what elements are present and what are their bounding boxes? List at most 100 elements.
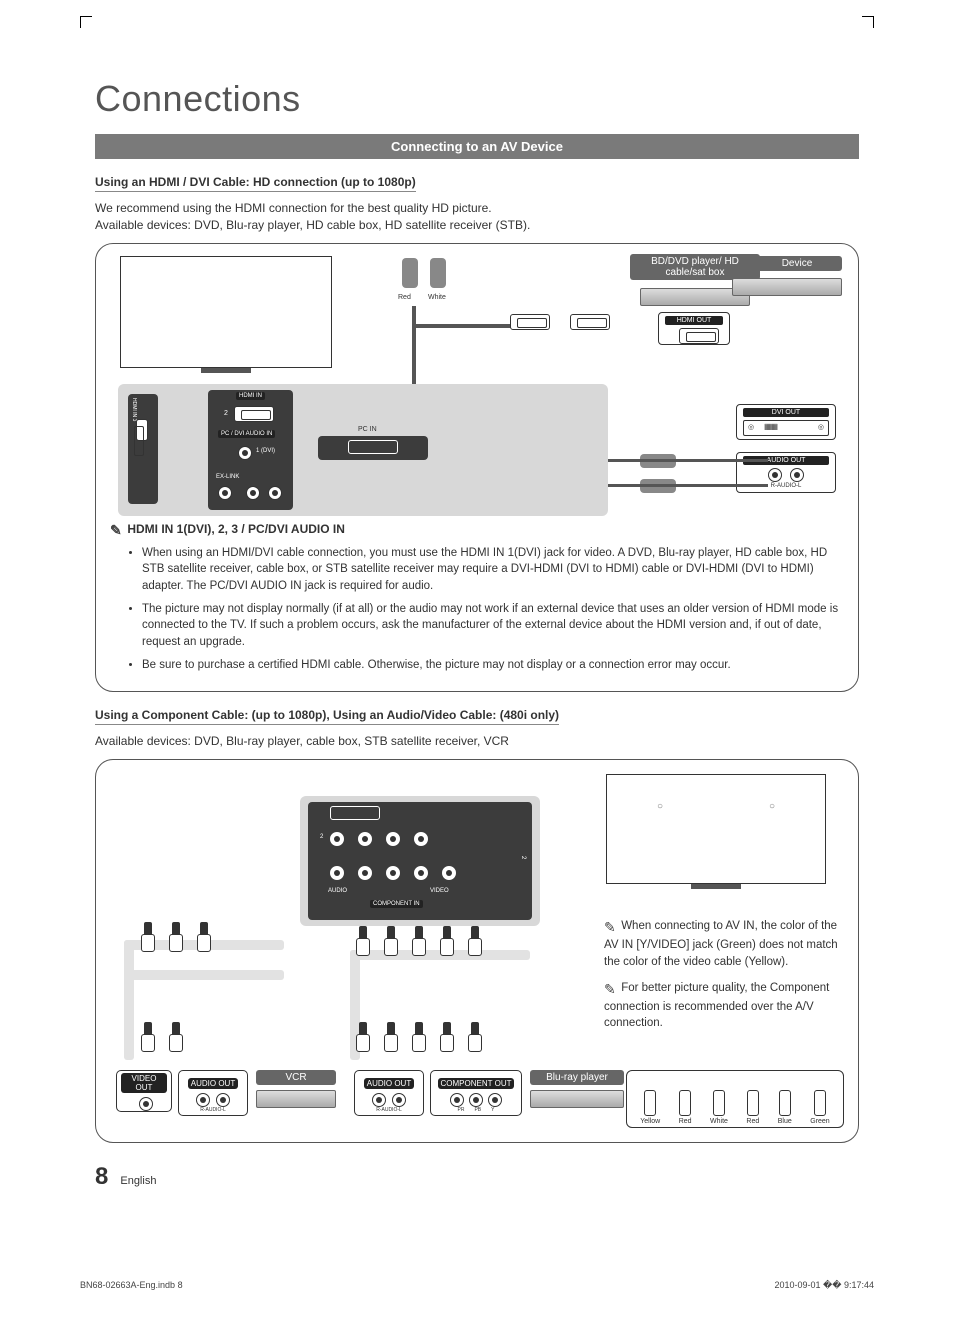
jack-icon bbox=[392, 1093, 406, 1107]
tv-back-panel: HDMI IN 3 HDMI IN 2 PC / DVI AUDIO IN 1 … bbox=[118, 384, 608, 516]
device-label-device: Device bbox=[752, 256, 842, 271]
bluray-chassis-icon bbox=[530, 1090, 624, 1108]
video-out-box: VIDEO OUT bbox=[116, 1070, 172, 1112]
jack-icon bbox=[216, 1093, 230, 1107]
tv-icon bbox=[120, 256, 332, 368]
label-white: White bbox=[428, 294, 446, 301]
rca-plug-icon bbox=[402, 258, 418, 288]
page-title: Connections bbox=[95, 78, 859, 120]
component-diagram: ○ ○ AUDIO VIDEO COMPONENT IN 2 2 bbox=[110, 770, 844, 1130]
r-audio-l-label: R-AUDIO-L bbox=[359, 1107, 419, 1113]
audio-out-box: AUDIO OUT R-AUDIO-L bbox=[178, 1070, 248, 1116]
video-strip-label: VIDEO bbox=[430, 888, 449, 894]
audio-jack-icon bbox=[238, 446, 252, 460]
dvi-out-box: DVI OUT ◎ ▦▦ ◎ bbox=[736, 404, 836, 440]
note-icon: ✎ bbox=[604, 918, 618, 938]
pb-label: PB bbox=[474, 1107, 481, 1113]
hdmi-subhead: Using an HDMI / DVI Cable: HD connection… bbox=[95, 175, 416, 192]
pc-in-label: PC IN bbox=[358, 426, 377, 433]
note-icon: ✎ bbox=[110, 522, 124, 539]
component-side-notes: ✎ When connecting to AV IN, the color of… bbox=[604, 918, 844, 1042]
jack-icon bbox=[442, 866, 456, 880]
legend-yellow: Yellow bbox=[640, 1118, 660, 1125]
page-content: Connections Connecting to an AV Device U… bbox=[0, 0, 954, 1231]
jack-icon bbox=[386, 832, 400, 846]
jack-icon bbox=[330, 832, 344, 846]
rca-plug-row bbox=[355, 1022, 483, 1056]
jack-icon bbox=[790, 468, 804, 482]
hdmi-notes-heading: ✎ HDMI IN 1(DVI), 2, 3 / PC/DVI AUDIO IN bbox=[110, 522, 844, 539]
legend-red-2: Red bbox=[746, 1118, 759, 1125]
section-heading-bar: Connecting to an AV Device bbox=[95, 134, 859, 159]
note-icon: ✎ bbox=[604, 980, 618, 1000]
jack-icon bbox=[330, 866, 344, 880]
notes-heading-bold1: HDMI IN 1(DVI), 2, 3 bbox=[127, 522, 238, 536]
jack-icon bbox=[450, 1093, 464, 1107]
video-out-label: VIDEO OUT bbox=[121, 1073, 167, 1093]
jack-icon bbox=[414, 832, 428, 846]
hdmi-bullet-list: When using an HDMI/DVI cable connection,… bbox=[142, 545, 844, 674]
hdmi-intro: We recommend using the HDMI connection f… bbox=[95, 200, 859, 235]
jack-icon bbox=[414, 866, 428, 880]
jack-icon bbox=[469, 1093, 483, 1107]
hdmi-diagram-box: Red White BD/DVD player/ HD cable/sat bo… bbox=[95, 243, 859, 693]
hdmi-bullet-3: Be sure to purchase a certified HDMI cab… bbox=[142, 657, 844, 674]
audio-out-label: AUDIO OUT bbox=[364, 1078, 414, 1089]
jack-icon bbox=[196, 1093, 210, 1107]
hdmi-diagram: Red White BD/DVD player/ HD cable/sat bo… bbox=[110, 254, 844, 518]
hdmi-port-icon bbox=[136, 419, 148, 441]
rca-plug-icon bbox=[430, 258, 446, 288]
jack-icon bbox=[488, 1093, 502, 1107]
page-language: English bbox=[120, 1175, 156, 1187]
jack-icon bbox=[358, 832, 372, 846]
jack-icon bbox=[768, 468, 782, 482]
dvi-out-label: DVI OUT bbox=[743, 408, 829, 417]
cable-icon bbox=[124, 940, 134, 1060]
hdmi-intro-line1: We recommend using the HDMI connection f… bbox=[95, 201, 492, 215]
page-number: 8 bbox=[95, 1163, 108, 1191]
jack-icon bbox=[268, 486, 282, 500]
component-subhead: Using a Component Cable: (up to 1080p), … bbox=[95, 708, 559, 725]
device-label-bddvd: BD/DVD player/ HD cable/sat box bbox=[630, 254, 760, 280]
audio-out-box-2: AUDIO OUT R-AUDIO-L bbox=[354, 1070, 424, 1116]
legend-green: Green bbox=[810, 1118, 829, 1125]
meta-filename: BN68-02663A-Eng.indb 8 bbox=[80, 1280, 183, 1291]
exlink-label: EX-LINK bbox=[216, 474, 239, 480]
rca-plug-row bbox=[140, 1022, 184, 1056]
cable-color-legend: Yellow Red White Red Blue Green bbox=[626, 1070, 844, 1128]
cable-icon bbox=[124, 970, 284, 980]
hdmi-port-icon bbox=[679, 328, 719, 344]
hdmi-connector-icon bbox=[510, 314, 550, 330]
jack-icon bbox=[358, 866, 372, 880]
hdmi-in-label: HDMI IN bbox=[236, 392, 265, 400]
component-out-label: COMPONENT OUT bbox=[438, 1078, 515, 1089]
component-diagram-box: ○ ○ AUDIO VIDEO COMPONENT IN 2 2 bbox=[95, 759, 859, 1143]
jack-icon bbox=[139, 1097, 153, 1111]
y-label: Y bbox=[491, 1107, 494, 1113]
rca-plug-row bbox=[140, 922, 212, 956]
tv-icon: ○ ○ bbox=[606, 774, 826, 884]
audio-out-label: AUDIO OUT bbox=[188, 1078, 238, 1089]
vga-port-icon bbox=[330, 806, 380, 820]
label-red: Red bbox=[398, 294, 411, 301]
hdmi-bullet-1: When using an HDMI/DVI cable connection,… bbox=[142, 545, 844, 595]
component-intro: Available devices: DVD, Blu-ray player, … bbox=[95, 733, 859, 750]
jack-icon bbox=[386, 866, 400, 880]
legend-red: Red bbox=[679, 1118, 692, 1125]
side-note-2: For better picture quality, the Componen… bbox=[604, 982, 829, 1030]
bluray-label: Blu-ray player bbox=[530, 1070, 624, 1085]
r-audio-l-label: R-AUDIO-L bbox=[183, 1107, 243, 1113]
side-note-1: When connecting to AV IN, the color of t… bbox=[604, 920, 838, 968]
vcr-label: VCR bbox=[256, 1070, 336, 1085]
vga-port-icon bbox=[348, 440, 398, 454]
pr-label: PR bbox=[458, 1107, 465, 1113]
audio-strip-label: AUDIO bbox=[328, 888, 347, 894]
component-out-box: COMPONENT OUT PR PB Y bbox=[430, 1070, 522, 1116]
jack-icon bbox=[246, 486, 260, 500]
device-chassis-icon bbox=[732, 278, 842, 296]
hdmi-out-label: HDMI OUT bbox=[665, 316, 723, 325]
hdmi-in-3-label: HDMI IN 3 bbox=[131, 398, 137, 421]
tv-back-panel-component: AUDIO VIDEO COMPONENT IN 2 2 bbox=[300, 796, 540, 926]
legend-blue: Blue bbox=[778, 1118, 792, 1125]
pcdvi-audio-label: PC / DVI AUDIO IN bbox=[218, 430, 275, 438]
